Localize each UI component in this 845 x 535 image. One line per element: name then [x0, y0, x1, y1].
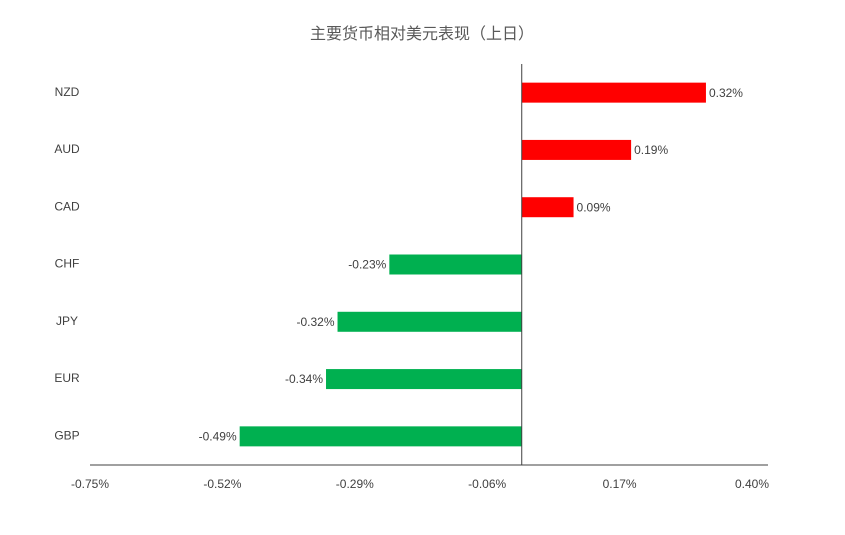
bar: [239, 426, 522, 447]
bar: [521, 197, 574, 218]
bar: [521, 82, 706, 103]
chart-title: 主要货币相对美元表现（上日）: [310, 25, 534, 43]
x-tick-label: -0.06%: [468, 477, 506, 491]
data-label: -0.23%: [348, 258, 386, 272]
data-label: -0.32%: [296, 315, 334, 329]
x-tick-label: -0.29%: [336, 477, 374, 491]
x-tick-label: 0.40%: [735, 477, 769, 491]
data-label: -0.34%: [285, 372, 323, 386]
bar: [337, 311, 522, 332]
y-tick-label: AUD: [54, 142, 80, 156]
y-tick-label: CAD: [54, 199, 80, 213]
x-tick-label: -0.75%: [71, 477, 109, 491]
bar: [326, 369, 522, 390]
data-label: 0.32%: [709, 86, 743, 100]
y-tick-label: CHF: [55, 257, 80, 271]
data-label: 0.19%: [634, 143, 668, 157]
bar: [521, 139, 632, 160]
y-tick-label: EUR: [54, 371, 80, 385]
y-tick-label: GBP: [54, 429, 79, 443]
bar: [389, 254, 522, 275]
y-tick-label: JPY: [56, 314, 78, 328]
x-tick-label: -0.52%: [203, 477, 241, 491]
x-tick-label: 0.17%: [603, 477, 637, 491]
data-label: -0.49%: [199, 430, 237, 444]
y-tick-label: NZD: [55, 85, 80, 99]
data-label: 0.09%: [577, 200, 611, 214]
